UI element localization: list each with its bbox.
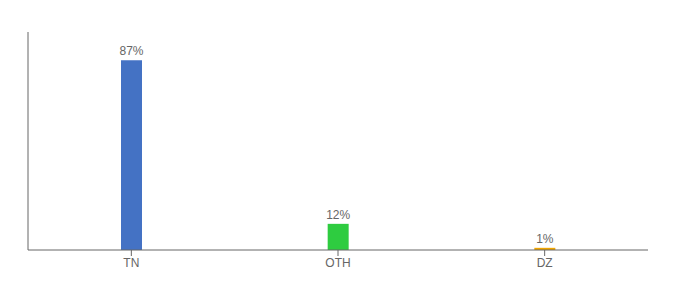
svg-text:12%: 12% (326, 208, 350, 222)
svg-text:TN: TN (123, 256, 139, 270)
svg-text:DZ: DZ (537, 256, 553, 270)
svg-text:1%: 1% (536, 232, 554, 246)
svg-text:OTH: OTH (325, 256, 350, 270)
svg-text:87%: 87% (119, 44, 143, 58)
